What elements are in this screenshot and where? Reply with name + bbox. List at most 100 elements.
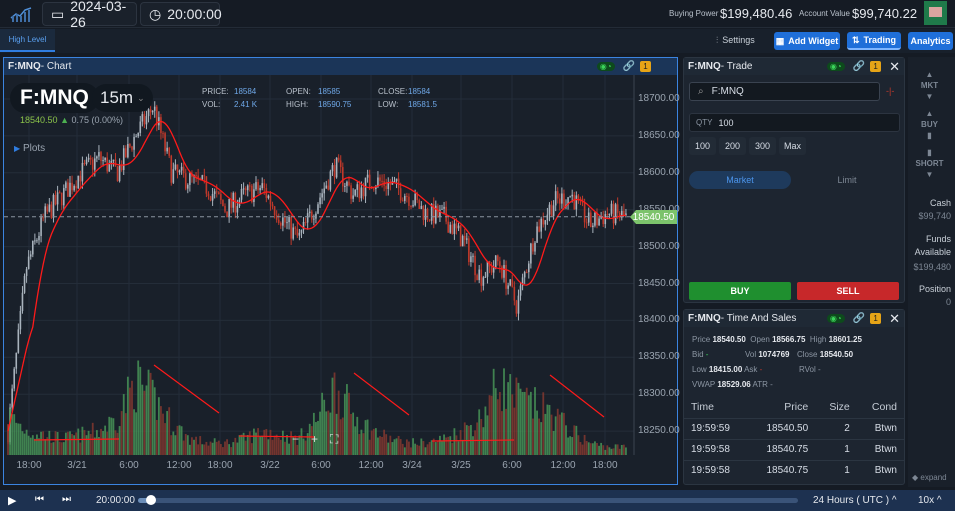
x-tick-label: 6:00 xyxy=(502,460,522,471)
candle-body xyxy=(538,226,540,232)
link-icon[interactable]: 🔗 xyxy=(622,61,635,72)
y-tick-label: 18650.00 xyxy=(638,129,680,141)
link-group-badge[interactable]: 1 xyxy=(870,313,882,324)
candle-body xyxy=(571,194,573,197)
volume-bar xyxy=(370,430,373,455)
volume-bar xyxy=(257,428,259,455)
volume-bar xyxy=(83,430,86,455)
trading-button[interactable]: ⇅ Trading xyxy=(847,32,901,50)
sync-status-icon[interactable]: ◉◔ xyxy=(826,62,845,71)
candle-body xyxy=(236,206,239,213)
short-button[interactable]: ▮ SHORT ▼ xyxy=(915,148,944,179)
close-icon[interactable]: ✕ xyxy=(889,310,900,326)
qty-preset-button[interactable]: 200 xyxy=(719,137,746,155)
x-tick-label: 18:00 xyxy=(592,460,618,471)
step-back-icon[interactable]: ⏮ xyxy=(35,494,44,505)
play-icon[interactable]: ▶ xyxy=(8,495,17,507)
sync-status-icon[interactable]: ◉◔ xyxy=(596,62,615,71)
candle-body xyxy=(182,166,185,174)
candle-body xyxy=(94,158,96,170)
volume-bar xyxy=(362,433,365,455)
volume-bar xyxy=(207,445,210,455)
qty-input[interactable]: QTY 100 xyxy=(689,113,900,132)
table-row: 19:59:58 18540.75 1 Btwn xyxy=(684,460,904,481)
close-icon[interactable]: ✕ xyxy=(889,58,900,74)
candle-body xyxy=(472,255,474,257)
link-group-badge[interactable]: 1 xyxy=(870,61,882,72)
zoom-out-icon[interactable]: − xyxy=(292,432,300,446)
candle-body xyxy=(476,275,478,281)
order-type-limit[interactable]: Limit xyxy=(837,175,857,185)
time-picker[interactable]: ◷ 20:00:00 xyxy=(140,2,222,26)
buy-button[interactable]: BUY xyxy=(689,282,791,300)
chart-symbol[interactable]: F:MNQ xyxy=(10,83,99,113)
candle-body xyxy=(521,277,524,286)
slider-handle[interactable] xyxy=(146,495,157,505)
volume-bar xyxy=(614,444,617,455)
candle-body xyxy=(288,217,290,223)
sliders-icon: ⫶ xyxy=(716,35,719,45)
qty-preset-button[interactable]: Max xyxy=(779,137,806,155)
sync-status-icon[interactable]: ◉◔ xyxy=(826,314,845,323)
candle-body xyxy=(368,174,371,187)
plots-toggle[interactable]: ▶ Plots xyxy=(14,143,46,154)
candle-body xyxy=(554,191,557,206)
time-and-sales-panel: F:MNQ - Time And Sales ◉◔ 🔗 1 ✕ Price 18540.… xyxy=(683,309,905,485)
zoom-in-icon[interactable]: + xyxy=(311,432,319,446)
qty-preset-button[interactable]: 300 xyxy=(749,137,776,155)
candle-body xyxy=(100,152,102,161)
volume-bar xyxy=(532,418,534,455)
expand-button[interactable]: ◆ expand xyxy=(912,473,947,482)
sell-button[interactable]: SELL xyxy=(797,282,899,300)
table-row: 19:59:58 18540.75 1 Btwn xyxy=(684,439,904,460)
avatar[interactable] xyxy=(924,1,947,25)
volume-bar xyxy=(445,437,448,455)
candle-body xyxy=(60,192,63,206)
candle-body xyxy=(189,173,191,185)
interval-select[interactable]: 15m ⌄ xyxy=(92,84,153,112)
candle-body xyxy=(127,144,129,158)
candle-body xyxy=(102,160,104,162)
candle-body xyxy=(108,162,111,172)
link-icon[interactable]: 🔗 xyxy=(852,61,866,72)
side-buy-button[interactable]: ▲ BUY ▮ xyxy=(921,109,938,140)
y-tick-label: 18600.00 xyxy=(638,166,680,178)
volume-bar xyxy=(182,440,185,455)
date-picker[interactable]: ▭ 2024-03-26 xyxy=(42,0,137,30)
fullscreen-icon[interactable]: ⛶ xyxy=(330,432,339,446)
candle-body xyxy=(104,157,106,161)
settings-button[interactable]: ⫶ Settings xyxy=(716,35,755,45)
candle-body xyxy=(164,133,166,152)
volume-bar xyxy=(563,412,565,455)
volume-bar xyxy=(62,442,65,455)
speed-select[interactable]: 10x ^ xyxy=(918,495,942,506)
volume-bar xyxy=(60,442,63,455)
candle-body xyxy=(308,211,311,214)
table-cell: 1 xyxy=(844,444,850,455)
volume-bar xyxy=(352,412,355,455)
step-forward-icon[interactable]: ⏭ xyxy=(62,494,71,505)
mkt-button[interactable]: ▲ MKT ▼ xyxy=(920,70,939,101)
session-select[interactable]: 24 Hours ( UTC ) ^ xyxy=(813,495,897,506)
candle-body xyxy=(556,191,559,199)
y-tick-label: 18450.00 xyxy=(638,277,680,289)
link-group-badge[interactable]: 1 xyxy=(640,61,651,72)
symbol-search-input[interactable]: ⌕ F:MNQ xyxy=(689,82,880,101)
volume-bar xyxy=(391,442,394,455)
tab-high-level[interactable]: High Level xyxy=(0,29,55,52)
candle-body xyxy=(455,223,458,229)
candle-body xyxy=(226,211,228,218)
candle-body xyxy=(331,165,334,172)
analytics-button[interactable]: Analytics xyxy=(908,32,953,50)
candle-body xyxy=(319,197,321,205)
qty-preset-button[interactable]: 100 xyxy=(689,137,716,155)
price-chart[interactable] xyxy=(4,75,677,455)
tas-stats: Price 18540.50 Open 18566.75 High 18601.… xyxy=(692,335,862,389)
volume-bar xyxy=(461,439,464,455)
candle-body xyxy=(174,164,177,170)
order-type-market[interactable]: Market xyxy=(689,171,791,189)
playback-slider[interactable] xyxy=(138,495,798,505)
link-icon[interactable]: 🔗 xyxy=(852,313,866,324)
last-price-tag: 18540.50 xyxy=(630,210,677,224)
add-widget-button[interactable]: ▦ Add Widget xyxy=(774,32,840,50)
